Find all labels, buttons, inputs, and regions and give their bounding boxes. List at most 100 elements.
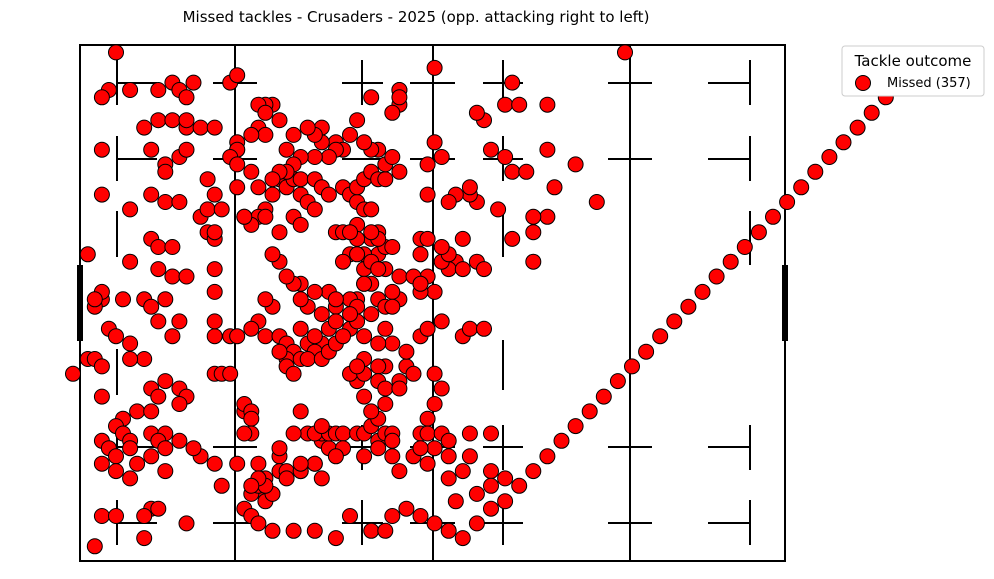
missed-tackle-point [384,448,401,465]
missed-tackle-point [384,283,401,300]
missed-tackle-point [108,328,124,345]
missed-tackle-point [206,283,223,300]
missed-tackle-point [206,313,223,330]
missed-tackle-point [86,538,103,555]
legend-label: Missed (357) [887,76,971,91]
missed-tackle-point [199,171,216,188]
missed-tackle-point [292,216,309,233]
missed-tackle-point [229,156,246,173]
missed-tackle-point [122,253,139,270]
missed-tackle-point [567,156,584,173]
missed-tackle-point [199,201,216,218]
missed-tackle-point [483,477,499,494]
missed-tackle-point [164,328,181,345]
missed-tackle-point [257,208,274,225]
missed-tackle-point [419,156,436,173]
missed-tackle-point [185,440,202,457]
missed-tackle-point [454,230,471,247]
missed-tackle-point [157,163,174,180]
missed-tackle-point [356,388,373,405]
missed-tackle-point [136,351,153,367]
missed-tackle-point [250,179,267,196]
missed-tackle-point [807,163,824,180]
missed-tackle-point [440,448,457,465]
missed-tackle-point [150,500,167,517]
missed-tackle-point [433,149,450,165]
missed-tackle-point [264,171,281,188]
missed-tackle-point [285,425,302,442]
missed-tackle-point [150,388,167,405]
missed-tackle-point [377,396,394,412]
scatter-points [65,44,922,555]
missed-tackle-point [150,313,167,330]
missed-tackle-point [213,477,230,494]
missed-tackle-point [419,320,436,337]
missed-tackle-point [497,470,514,487]
missed-tackle-point [468,515,485,532]
missed-tackle-point [391,463,408,480]
missed-tackle-point [271,112,288,129]
missed-tackle-point [849,119,866,136]
missed-tackle-point [164,268,181,285]
missed-tackle-point [292,291,309,308]
missed-tackle-point [327,530,344,547]
missed-tackle-point [391,380,408,397]
missed-tackle-point [292,171,309,188]
missed-tackle-point [426,515,443,532]
missed-tackle-point [476,320,492,337]
missed-tackle-point [306,328,323,345]
missed-tackle-point [342,508,358,524]
missed-tackle-point [320,149,337,165]
missed-tackle-point [327,313,344,330]
missed-tackle-point [363,403,380,420]
missed-tackle-point [384,335,401,352]
missed-tackle-point [708,268,725,285]
missed-tackle-point [398,500,415,517]
missed-tackle-point [595,388,612,405]
missed-tackle-point [122,351,139,367]
missed-tackle-point [171,313,188,330]
missed-tackle-point [150,112,167,129]
missed-tackle-point [264,186,281,203]
missed-tackle-point [419,455,436,472]
missed-tackle-point [356,328,373,345]
missed-tackle-point [150,261,167,278]
missed-tackle-point [426,283,443,300]
legend: Tackle outcome Missed (357) [841,45,985,97]
missed-tackle-point [178,141,195,158]
missed-tackle-point [206,186,223,203]
missed-tackle-point [206,455,223,472]
missed-tackle-point [349,246,366,263]
missed-tackle-point [377,522,394,539]
missed-tackle-point [356,448,373,465]
missed-tackle-point [143,298,160,315]
missed-tackle-point [363,89,380,106]
missed-tackle-point [419,230,436,247]
missed-tackle-point [292,320,309,337]
missed-tackle-point [426,59,443,76]
missed-tackle-point [384,239,401,255]
missed-tackle-point [122,440,139,457]
missed-tackle-point [93,455,110,472]
missed-tackle-point [79,246,96,263]
missed-tackle-point [349,358,366,375]
missed-tackle-point [483,463,499,480]
missed-tackle-point [129,455,146,472]
missed-tackle-point [370,440,387,457]
missed-tackle-point [539,96,556,113]
missed-tackle-point [666,313,683,330]
missed-tackle-point [213,201,230,218]
missed-tackle-point [652,328,669,345]
missed-tackle-point [306,522,323,539]
missed-tackle-point [278,141,295,158]
missed-tackle-point [299,351,316,367]
missed-tackle-point [292,455,309,472]
missed-tackle-point [306,283,323,300]
missed-tackle-point [363,306,380,323]
missed-tackle-point [335,425,351,442]
missed-tackle-point [497,493,514,510]
missed-tackle-point [143,186,160,203]
missed-tackle-point [736,239,753,255]
missed-tackle-point [454,463,471,480]
missed-tackle-point [243,477,260,494]
